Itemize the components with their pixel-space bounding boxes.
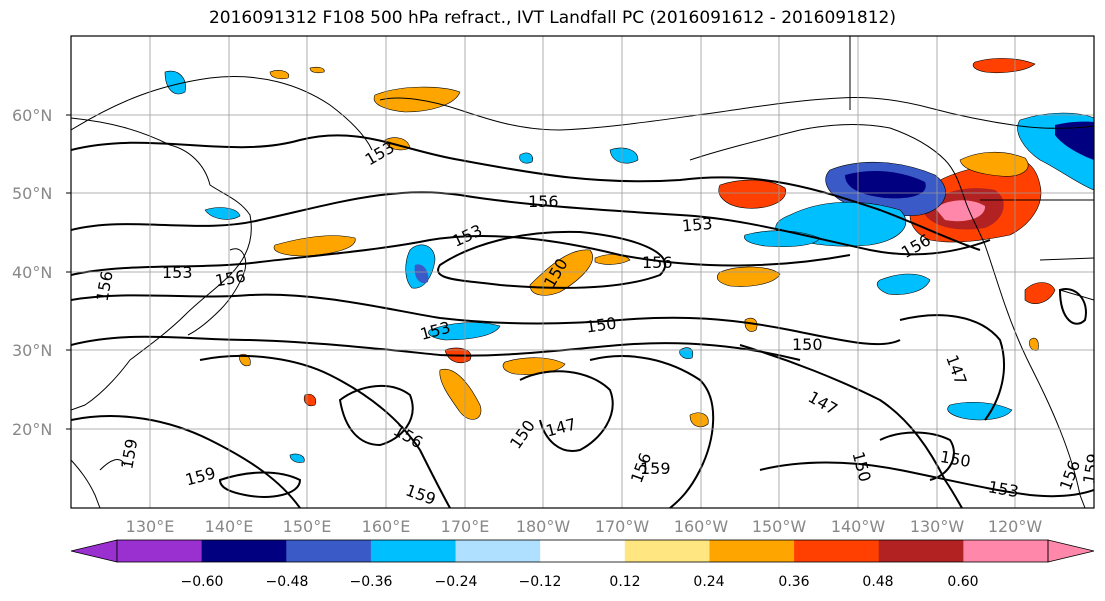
lon-label: 120°W (988, 517, 1043, 536)
lon-label: 160°W (674, 517, 729, 536)
contour-label: 150 (792, 335, 823, 354)
lat-label: 30°N (12, 341, 52, 360)
lon-label: 150°W (752, 517, 807, 536)
contour-label: 159 (1079, 452, 1103, 485)
contour-label: 159 (640, 459, 671, 478)
lat-label: 50°N (12, 184, 52, 203)
colorbar-segment (794, 540, 880, 562)
lon-label: 130°W (910, 517, 965, 536)
colorbar-tick-label: 0.48 (862, 574, 893, 590)
colorbar-frame (116, 539, 1049, 563)
lon-label: 180°W (516, 517, 571, 536)
lat-label: 60°N (12, 106, 52, 125)
colorbar-segment (709, 540, 795, 562)
colorbar-segment (540, 540, 626, 562)
colorbar-tick-label: −0.24 (435, 574, 478, 590)
colorbar-segment (201, 540, 287, 562)
colorbar-segment (963, 540, 1049, 562)
colorbar-extend-high (1047, 539, 1095, 563)
colorbar-extend-low (70, 539, 118, 563)
colorbar-tick-label: −0.36 (350, 574, 393, 590)
lon-label: 170°W (595, 517, 650, 536)
lon-label: 150°E (283, 517, 332, 536)
lat-label: 40°N (12, 263, 52, 282)
lon-label: 140°W (831, 517, 886, 536)
contour-label: 153 (162, 263, 193, 282)
tick-marks (66, 114, 71, 430)
colorbar-tick-label: 0.24 (693, 574, 724, 590)
lon-label: 170°E (441, 517, 490, 536)
colorbar-tick-label: 0.12 (609, 574, 640, 590)
contour-lines (71, 134, 1094, 508)
contour-label: 156 (642, 253, 673, 272)
gridlines (71, 36, 1094, 508)
colorbar-segment (878, 540, 964, 562)
lon-label: 160°E (362, 517, 411, 536)
contour-label: 156 (528, 192, 559, 211)
colorbar-segment (624, 540, 710, 562)
colorbar (70, 539, 1095, 563)
colorbar-labels: −0.60 −0.48 −0.36 −0.24 −0.12 0.12 0.24 … (181, 574, 979, 590)
lon-label: 130°E (126, 517, 175, 536)
colorbar-segment (117, 540, 203, 562)
colorbar-tick-label: −0.60 (181, 574, 224, 590)
shaded-anomalies (164, 58, 1094, 463)
colorbar-tick-label: −0.48 (266, 574, 309, 590)
contour-label: 150 (585, 313, 618, 336)
latitude-labels: 60°N 50°N 40°N 30°N 20°N (12, 106, 52, 439)
colorbar-tick-label: 0.60 (947, 574, 978, 590)
colorbar-segment (286, 540, 372, 562)
colorbar-tick-label: −0.12 (519, 574, 562, 590)
lon-label: 140°E (205, 517, 254, 536)
lat-label: 20°N (12, 420, 52, 439)
map-title: 2016091312 F108 500 hPa refract., IVT La… (208, 8, 896, 28)
longitude-labels: 130°E 140°E 150°E 160°E 170°E 180°W 170°… (126, 517, 1043, 536)
contour-label: 153 (681, 214, 713, 236)
coastlines (71, 36, 1094, 508)
colorbar-tick-label: 0.36 (778, 574, 809, 590)
colorbar-segment (455, 540, 541, 562)
colorbar-segment (370, 540, 457, 562)
